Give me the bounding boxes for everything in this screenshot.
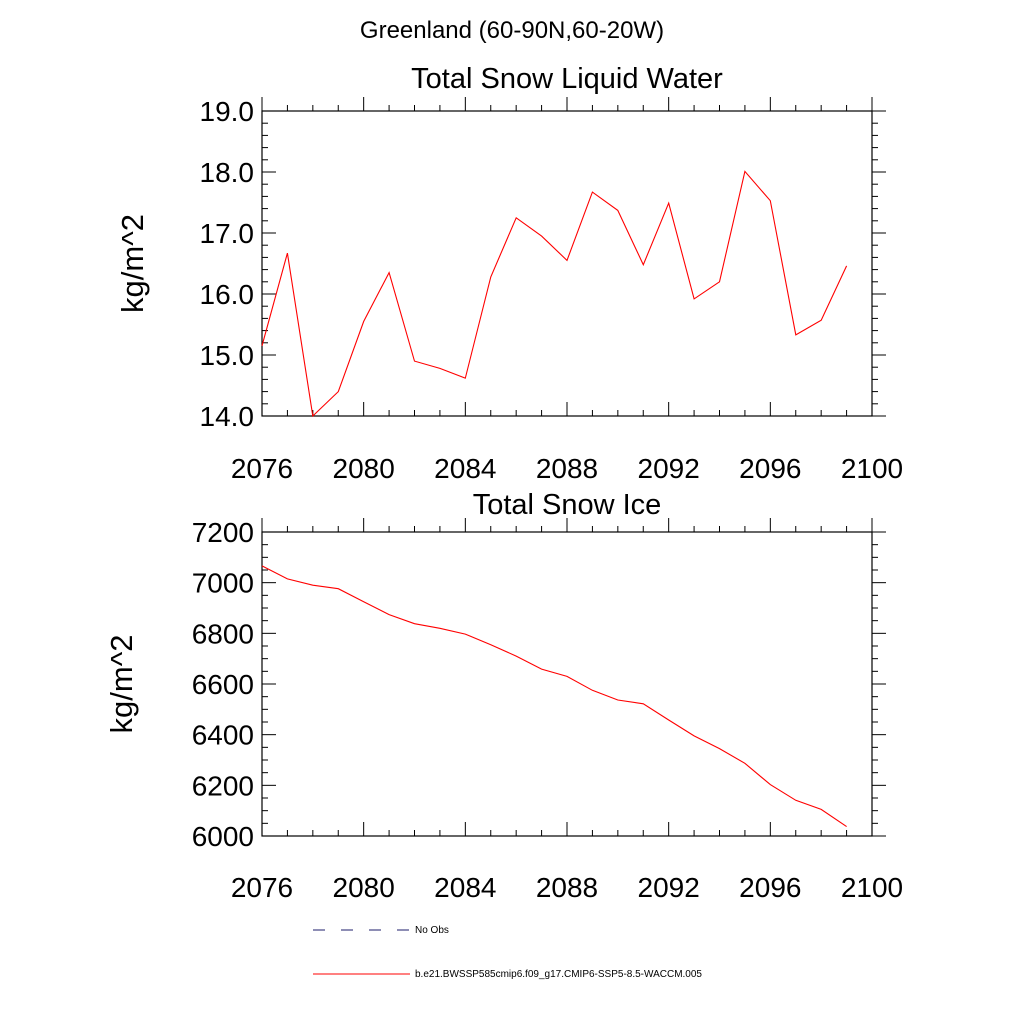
legend-label-model-run: b.e21.BWSSP585cmip6.f09_g17.CMIP6-SSP5-8… bbox=[415, 969, 702, 980]
y-tick-label: 16.0 bbox=[200, 279, 255, 310]
y-tick-label: 17.0 bbox=[200, 218, 255, 249]
y-tick-label: 6800 bbox=[192, 618, 254, 649]
y-tick-label: 6200 bbox=[192, 770, 254, 801]
legend-item-no-obs: No Obs bbox=[313, 925, 449, 936]
x-tick-label: 2076 bbox=[231, 872, 293, 903]
x-tick-label: 2100 bbox=[841, 453, 903, 484]
figure-title: Greenland (60-90N,60-20W) bbox=[359, 17, 665, 44]
x-tick-label: 2092 bbox=[638, 872, 700, 903]
chart-panel-snow-liquid-water: Total Snow Liquid Water kg/m^2 2076 2080 208… bbox=[115, 63, 903, 484]
y-tick-label: 7000 bbox=[192, 568, 254, 599]
y-tick-label: 6400 bbox=[192, 720, 254, 751]
x-tick-label: 2084 bbox=[434, 453, 496, 484]
x-tick-label: 2084 bbox=[434, 872, 496, 903]
y-tick-label: 6000 bbox=[192, 821, 254, 852]
x-tick-label: 2088 bbox=[536, 872, 598, 903]
x-tick-label: 2080 bbox=[333, 453, 395, 484]
x-tick-label: 2088 bbox=[536, 453, 598, 484]
legend: No Obs b.e21.BWSSP585cmip6.f09_g17.CMIP6… bbox=[313, 925, 702, 980]
y-tick-label: 18.0 bbox=[200, 157, 255, 188]
legend-label-no-obs: No Obs bbox=[415, 925, 449, 936]
x-tick-label: 2096 bbox=[739, 453, 801, 484]
x-tick-label: 2076 bbox=[231, 453, 293, 484]
legend-item-model-run: b.e21.BWSSP585cmip6.f09_g17.CMIP6-SSP5-8… bbox=[313, 969, 702, 980]
chart-panel-snow-ice: Total Snow Ice kg/m^2 2076 2080 2084 2088 2092… bbox=[104, 489, 903, 903]
plot-frame-snow-liquid-water bbox=[261, 110, 873, 417]
series-line-snow-liquid-water bbox=[261, 170, 848, 418]
y-tick-label: 6600 bbox=[192, 669, 254, 700]
y-axis-label-snow-liquid-water: kg/m^2 bbox=[115, 214, 150, 313]
series-line-snow-ice bbox=[261, 565, 847, 828]
y-tick-label: 7200 bbox=[192, 517, 254, 548]
x-tick-label: 2096 bbox=[739, 872, 801, 903]
y-tick-label: 15.0 bbox=[200, 340, 255, 371]
x-tick-label: 2092 bbox=[638, 453, 700, 484]
x-tick-label: 2080 bbox=[333, 872, 395, 903]
y-axis-label-snow-ice: kg/m^2 bbox=[104, 635, 139, 734]
y-tick-label: 19.0 bbox=[200, 96, 255, 127]
chart-title-snow-ice: Total Snow Ice bbox=[473, 489, 662, 521]
chart-title-snow-liquid-water: Total Snow Liquid Water bbox=[411, 63, 723, 95]
x-tick-label: 2100 bbox=[841, 872, 903, 903]
y-tick-label: 14.0 bbox=[200, 401, 255, 432]
